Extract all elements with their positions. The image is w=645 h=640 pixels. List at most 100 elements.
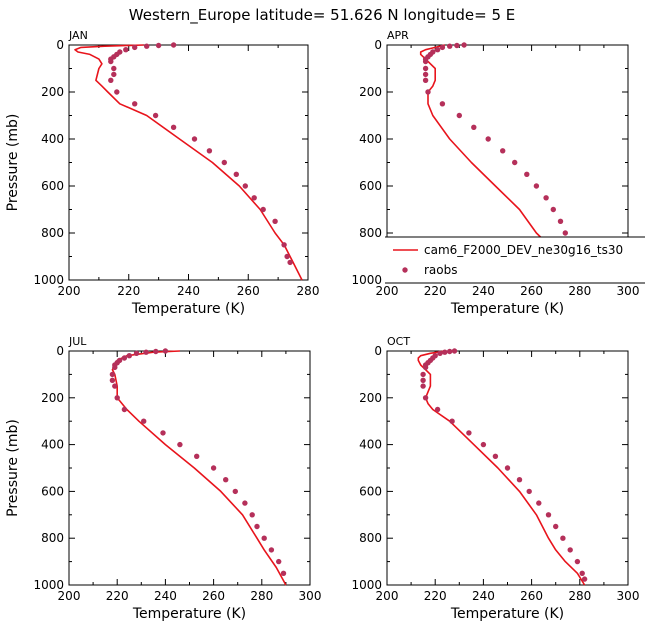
raobs-point	[422, 58, 429, 65]
raobs-point	[206, 148, 213, 154]
raobs-point	[260, 206, 266, 213]
raobs-point	[516, 477, 523, 483]
raobs-point	[456, 112, 462, 119]
raobs-point	[524, 171, 530, 177]
raobs-point	[439, 101, 446, 107]
raobs-point	[500, 148, 506, 154]
raobs-point	[223, 477, 229, 483]
y-tick-label: 0	[374, 344, 382, 358]
raobs-point	[543, 195, 549, 201]
x-tick-label: 220	[117, 284, 140, 298]
raobs-point	[425, 89, 431, 95]
x-tick-label: 280	[568, 589, 591, 603]
raobs-point	[447, 348, 453, 355]
y-tick-label: 800	[41, 226, 64, 240]
raobs-point	[112, 364, 118, 371]
raobs-point	[108, 58, 114, 65]
x-tick-label: 260	[520, 589, 543, 603]
raobs-point	[114, 395, 120, 401]
x-tick-label: 280	[568, 284, 591, 298]
x-tick-label: 220	[424, 284, 447, 298]
raobs-point	[439, 44, 446, 51]
legend-model-label: cam6_F2000_DEV_ne30g16_ts30	[424, 243, 623, 257]
raobs-point	[536, 500, 542, 506]
raobs-point	[451, 348, 458, 354]
raobs-point	[242, 500, 248, 506]
raobs-point	[553, 523, 559, 530]
panel-jul: 200 220 240 260 280 300 0 200 400 600 800 1000 JUL Te…	[5, 335, 321, 622]
y-tick-label: 200	[41, 391, 64, 405]
y-tick-label: 0	[56, 38, 64, 52]
raobs-point	[579, 570, 585, 576]
raobs-point	[170, 124, 177, 130]
raobs-point	[557, 218, 564, 224]
raobs-point	[254, 523, 260, 530]
raobs-point	[422, 65, 429, 72]
raobs-point	[162, 348, 169, 354]
raobs-point	[437, 350, 443, 356]
y-tick-label: 1000	[351, 578, 382, 592]
raobs-point	[420, 383, 426, 389]
x-tick-label: 240	[154, 589, 177, 603]
panel-jan: 200 220 240 260 280 0 200 400 600 800 1000 JAN Tempe…	[5, 29, 319, 317]
raobs-point	[111, 71, 117, 78]
x-tick-label: 220	[106, 589, 129, 603]
raobs-point	[109, 377, 116, 383]
x-tick-label: 300	[617, 284, 640, 298]
x-tick-label: 200	[58, 284, 81, 298]
raobs-point	[422, 77, 429, 84]
y-tick-label: 200	[41, 85, 64, 99]
raobs-point	[492, 453, 499, 459]
raobs-point	[466, 430, 472, 436]
raobs-point	[133, 350, 140, 356]
raobs-point	[420, 371, 426, 378]
raobs-point	[194, 453, 200, 459]
raobs-point	[210, 465, 217, 471]
raobs-point	[560, 535, 566, 541]
raobs-point	[232, 488, 238, 495]
panels-group: 200 220 240 260 280 0 200 400 600 800 1000 JAN Tempe…	[5, 29, 645, 622]
raobs-point	[233, 171, 239, 177]
raobs-point	[152, 112, 159, 119]
raobs-point	[434, 406, 441, 413]
raobs-point	[272, 218, 278, 224]
y-tick-label: 400	[359, 438, 382, 452]
y-axis-label: Pressure (mb)	[5, 114, 21, 212]
y-tick-label: 1000	[33, 578, 64, 592]
panel-label: JAN	[68, 29, 88, 42]
y-tick-label: 800	[359, 226, 382, 240]
raobs-point	[123, 47, 129, 53]
model-profile-line	[417, 350, 586, 586]
plot-frame	[68, 44, 309, 281]
x-axis-label: Temperature (K)	[131, 301, 245, 317]
y-tick-label: 600	[359, 484, 382, 498]
y-tick-label: 400	[41, 132, 64, 146]
raobs-point	[480, 441, 487, 448]
y-tick-label: 0	[374, 38, 382, 52]
y-tick-label: 200	[359, 85, 382, 99]
raobs-point	[533, 183, 540, 189]
x-axis-label: Temperature (K)	[450, 301, 564, 317]
y-tick-label: 400	[41, 438, 64, 452]
raobs-point	[461, 42, 467, 48]
raobs-point	[112, 383, 118, 389]
raobs-point	[471, 124, 477, 130]
raobs-point	[132, 101, 138, 107]
y-tick-label: 800	[359, 531, 382, 545]
x-tick-label: 260	[237, 284, 260, 298]
raobs-point	[251, 195, 257, 201]
panel-label: OCT	[387, 335, 410, 348]
legend-background	[385, 237, 645, 283]
raobs-point	[249, 512, 255, 518]
raobs-point	[485, 136, 491, 142]
raobs-point	[108, 77, 114, 84]
raobs-point	[153, 348, 159, 355]
model-profile-line	[74, 44, 303, 281]
y-tick-label: 200	[359, 391, 382, 405]
x-tick-label: 240	[472, 589, 495, 603]
y-tick-label: 1000	[33, 273, 64, 287]
raobs-point	[268, 547, 275, 553]
raobs-point	[562, 230, 568, 236]
